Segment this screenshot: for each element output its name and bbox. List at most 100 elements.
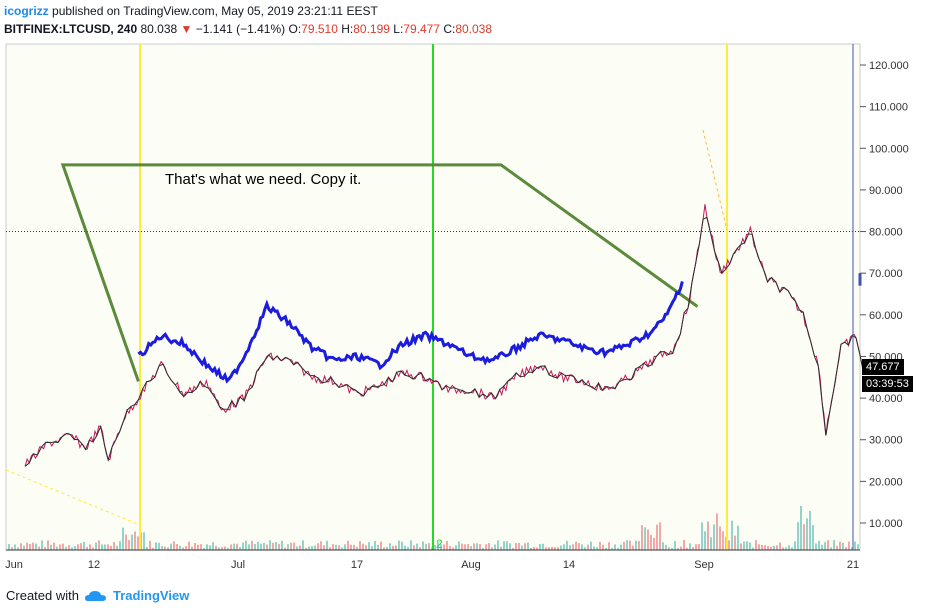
volume-bar — [335, 544, 337, 550]
volume-bar — [548, 547, 550, 550]
volume-bar — [293, 542, 295, 550]
volume-bar — [98, 540, 100, 550]
volume-bar — [170, 543, 172, 550]
volume-bar — [53, 542, 55, 550]
volume-bar — [764, 545, 766, 550]
symbol-name[interactable]: BITFINEX:LTCUSD, 240 — [4, 22, 138, 36]
volume-bar — [635, 540, 637, 550]
volume-bar — [281, 540, 283, 550]
volume-bar — [38, 546, 40, 550]
volume-bar — [482, 547, 484, 550]
volume-bar — [260, 543, 262, 550]
volume-bar — [731, 520, 733, 550]
author-name[interactable]: icogrizz — [4, 4, 49, 18]
x-tick-label: 14 — [563, 559, 575, 571]
volume-bar — [299, 545, 301, 550]
volume-bar — [746, 541, 748, 550]
volume-bar — [107, 544, 109, 550]
y-axis[interactable]: 120.000 110.000 100.000 90.000 80.000 70.000 6… — [858, 60, 909, 530]
volume-bar — [287, 544, 289, 550]
x-tick-label: 17 — [351, 559, 363, 571]
volume-bar — [269, 540, 271, 550]
high-value: 80.199 — [353, 22, 390, 36]
volume-bar — [185, 546, 187, 550]
y-tick-label: 110.000 — [869, 102, 908, 114]
volume-bar — [845, 547, 847, 550]
volume-bar — [497, 540, 499, 550]
orange-dashed-line — [702, 129, 728, 231]
volume-bar — [158, 542, 160, 550]
volume-bar — [530, 547, 532, 550]
volume-bar — [386, 546, 388, 550]
volume-bar — [473, 543, 475, 550]
volume-bar — [308, 546, 310, 550]
volume-bar — [452, 547, 454, 550]
volume-bar — [152, 547, 154, 550]
volume-bar — [617, 547, 619, 550]
x-tick-label: Sep — [694, 559, 714, 571]
volume-bar — [488, 543, 490, 550]
volume-bar — [227, 547, 229, 550]
volume-bar — [479, 544, 481, 550]
trend-triangle-line — [60, 163, 699, 382]
volume-bar — [275, 541, 277, 550]
volume-bar — [539, 544, 541, 550]
volume-bar — [722, 531, 724, 550]
volume-bar — [44, 547, 46, 550]
volume-bar — [416, 543, 418, 550]
volume-bar — [761, 544, 763, 550]
volume-bar — [821, 544, 823, 550]
volume-bar — [137, 536, 139, 550]
volume-bar — [581, 544, 583, 550]
volume-bar — [425, 543, 427, 550]
volume-bar — [110, 545, 112, 550]
volume-bar — [23, 545, 25, 550]
volume-bar — [737, 525, 739, 550]
open-value: 79.510 — [301, 22, 338, 36]
volume-bar — [830, 547, 832, 550]
volume-bar — [653, 537, 655, 550]
volume-bar — [14, 544, 16, 550]
volume-bar — [794, 541, 796, 550]
volume-bar — [533, 547, 535, 550]
tradingview-logo[interactable]: TradingView — [112, 588, 190, 603]
volume-bar — [767, 546, 769, 550]
volume-bar — [839, 541, 841, 550]
volume-bar — [566, 540, 568, 550]
volume-bar — [62, 543, 64, 550]
last-price: 80.038 — [140, 22, 178, 36]
volume-bar — [701, 522, 703, 550]
volume-bar — [707, 521, 709, 550]
volume-bar — [446, 540, 448, 550]
volume-bar — [551, 546, 553, 550]
volume-bar — [83, 541, 85, 550]
price-change: −1.141 (−1.41%) — [195, 22, 286, 36]
volume-bar — [749, 542, 751, 550]
volume-bar — [272, 542, 274, 550]
x-tick-label: Aug — [461, 559, 481, 571]
volume-bar — [713, 524, 715, 550]
volume-bar — [50, 544, 52, 550]
volume-bar — [665, 544, 667, 550]
volume-bar — [47, 540, 49, 550]
volume-bar — [212, 542, 214, 550]
volume-bar — [35, 543, 37, 550]
countdown-badge: 03:39:53 — [862, 376, 913, 392]
volume-bar — [662, 542, 664, 550]
volume-bar — [608, 542, 610, 550]
volume-bar — [101, 544, 103, 550]
open-label: O: — [288, 22, 302, 36]
volume-bar — [806, 518, 808, 550]
volume-bar — [344, 544, 346, 550]
volume-bar — [167, 547, 169, 550]
volume-bar — [506, 541, 508, 550]
volume-bar — [704, 531, 706, 550]
x-axis[interactable]: Jun 12 Jul 17 Aug 14 Sep 21 — [5, 549, 860, 571]
volume-bar — [515, 543, 517, 550]
volume-bar — [410, 540, 412, 550]
volume-bar — [728, 540, 730, 550]
volume-bar — [320, 541, 322, 550]
vertical-markers — [5, 44, 728, 550]
volume-bar — [509, 543, 511, 550]
